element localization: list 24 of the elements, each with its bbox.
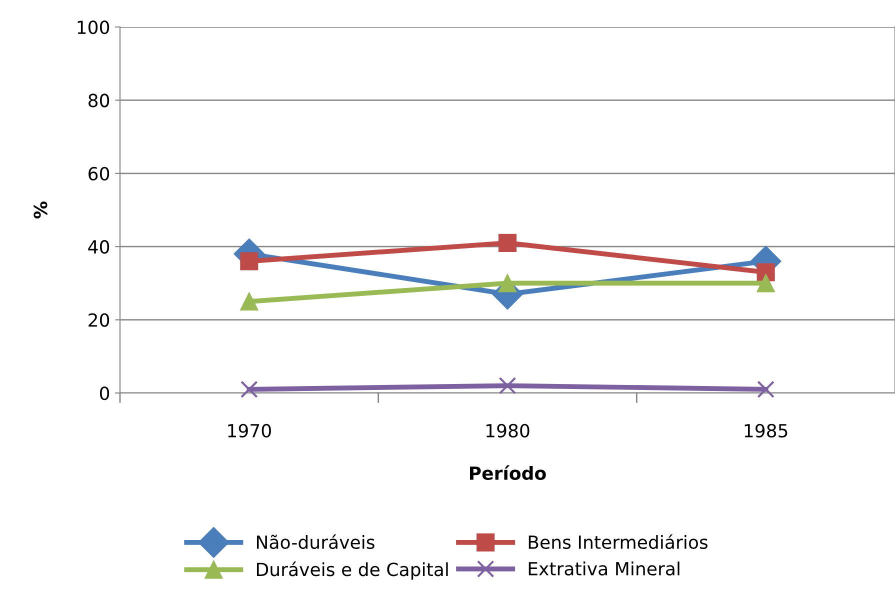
point (498, 274, 517, 292)
legend-label: Não-duráveis (256, 534, 374, 550)
point (756, 274, 775, 292)
x-tick-label: 1970 (228, 424, 271, 438)
legend-label: Extrativa Mineral (528, 562, 680, 576)
y-axis-title: % (34, 202, 48, 218)
x-tick-label: 1980 (486, 424, 530, 438)
point (756, 263, 775, 282)
y-tick-label: 100 (78, 20, 110, 34)
legend-label: Bens Intermediários (528, 534, 708, 550)
x-axis-title: Período (470, 465, 546, 480)
point (757, 380, 775, 398)
y-tick-label: 40 (88, 240, 110, 254)
y-tick-label: 20 (88, 313, 110, 327)
legend-label: Duráveis e de Capital (256, 562, 448, 580)
point (240, 292, 258, 311)
y-tick-label: 80 (88, 94, 110, 108)
y-tick-label: 60 (88, 166, 110, 181)
point (498, 376, 516, 394)
point (498, 234, 517, 252)
y-tick-label: 0 (100, 386, 110, 400)
x-tick-label: 1985 (744, 424, 788, 438)
point (240, 252, 258, 270)
point (240, 380, 258, 398)
